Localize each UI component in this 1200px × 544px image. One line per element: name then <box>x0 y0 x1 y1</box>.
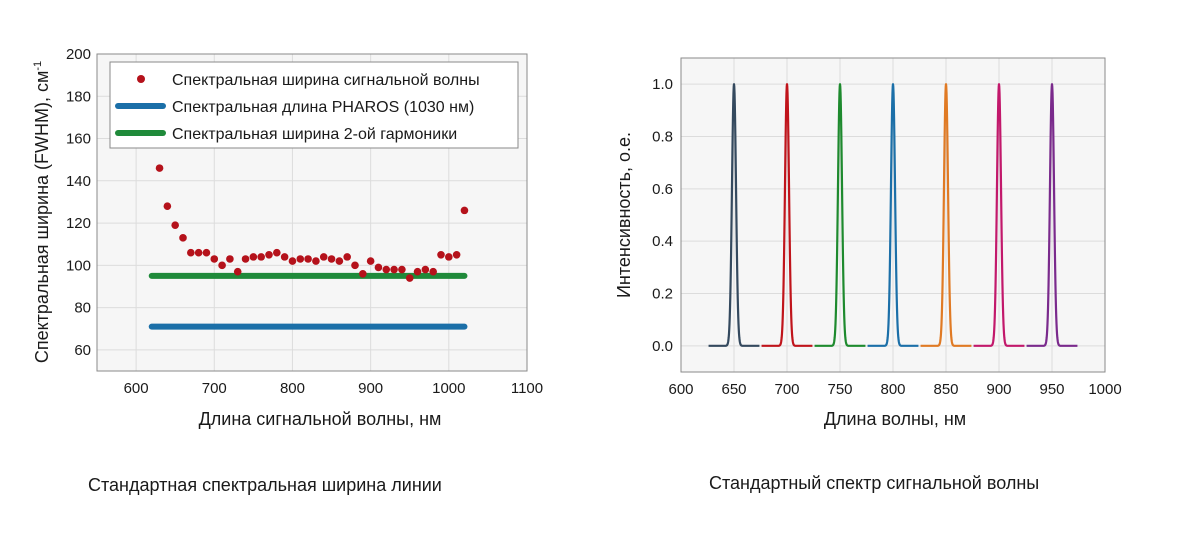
spectrum-line-950 <box>1025 83 1079 347</box>
data-point <box>374 263 383 272</box>
data-point <box>382 265 391 274</box>
y-tick-label: 0.6 <box>652 181 673 198</box>
spectrum-line-700 <box>760 83 814 347</box>
data-point <box>405 274 414 282</box>
x-tick-label: 700 <box>774 381 799 398</box>
data-point <box>187 248 195 257</box>
data-point <box>296 255 305 263</box>
spectrum-line-850 <box>919 83 973 347</box>
data-point <box>155 164 164 172</box>
y-tick-label: 0.0 <box>652 338 673 355</box>
y-tick-label: 140 <box>66 173 91 190</box>
legend-marker-signal <box>137 75 145 83</box>
data-point <box>233 267 242 276</box>
data-point <box>312 257 320 265</box>
y-tick-label: 1.0 <box>652 76 673 93</box>
grid <box>680 58 1106 372</box>
x-tick-label: 700 <box>202 380 227 397</box>
y-tick-label: 120 <box>66 215 91 232</box>
y-axis-title: Интенсивность, о.е. <box>614 132 634 298</box>
data-point <box>445 253 453 261</box>
x-tick-label: 600 <box>124 380 149 397</box>
data-point <box>437 250 445 259</box>
legend: Спектральная ширина сигнальной волны Спе… <box>109 61 519 149</box>
spectrum-line-750 <box>813 83 867 347</box>
data-point <box>452 250 461 259</box>
caption-spectrum: Стандартный спектр сигнальной волны <box>709 473 1040 493</box>
data-point <box>257 253 265 261</box>
y-tick-label: 0.4 <box>652 233 673 250</box>
tick-labels: 600 650 700 750 800 850 900 950 1000 0.0 0.2 0.4 0.6… <box>652 76 1122 398</box>
data-point <box>265 250 273 259</box>
x-axis-title: Длина сигнальной волны, нм <box>199 409 442 429</box>
y-axis-title: Спектральная ширина (FWHM), см-1 <box>32 61 52 363</box>
data-point <box>304 255 312 263</box>
data-point <box>460 206 469 215</box>
data-point <box>327 255 336 263</box>
data-layer <box>148 164 469 330</box>
data-point <box>226 255 234 263</box>
y-tick-label: 80 <box>74 300 91 317</box>
data-point <box>171 221 179 229</box>
x-tick-label: 600 <box>668 381 693 398</box>
caption-linewidth: Стандартная спектральная ширина линии <box>88 475 442 495</box>
data-point <box>398 265 406 274</box>
x-tick-label: 900 <box>986 381 1011 398</box>
x-tick-label: 750 <box>827 381 852 398</box>
data-point <box>163 202 172 210</box>
legend-label-signal: Спектральная ширина сигнальной волны <box>172 72 480 89</box>
y-tick-label: 0.8 <box>652 129 673 146</box>
data-point <box>335 257 344 265</box>
data-point <box>241 255 250 263</box>
plot-background <box>681 58 1105 372</box>
data-point <box>210 255 219 263</box>
spectrum-line-650 <box>707 83 761 347</box>
legend-box <box>109 61 519 149</box>
x-tick-label: 1100 <box>511 380 543 397</box>
spectrum-line-900 <box>972 83 1026 347</box>
spectrum-line-800 <box>866 83 920 347</box>
x-tick-label: 800 <box>880 381 905 398</box>
y-tick-label: 0.2 <box>652 286 673 303</box>
linewidth-chart: 600 700 800 900 1000 1100 60 80 100 120 140 160 180 2… <box>32 46 543 429</box>
x-tick-label: 800 <box>280 380 305 397</box>
x-axis-title: Длина волны, нм <box>824 409 966 429</box>
data-point <box>202 248 211 257</box>
data-point <box>359 269 367 278</box>
data-point <box>194 248 203 257</box>
y-tick-label: 160 <box>66 131 91 148</box>
data-point <box>218 261 226 270</box>
x-tick-label: 1000 <box>432 380 465 397</box>
legend-label-harmonic: Спектральная ширина 2-ой гармоники <box>172 126 457 143</box>
legend-label-pharos: Спектральная длина PHAROS (1030 нм) <box>172 99 474 116</box>
x-tick-label: 950 <box>1039 381 1064 398</box>
data-point <box>351 261 359 270</box>
data-point <box>319 253 328 261</box>
data-point <box>179 234 187 242</box>
x-tick-label: 650 <box>721 381 746 398</box>
data-point <box>288 257 297 265</box>
y-tick-label: 60 <box>74 342 91 359</box>
y-tick-label: 180 <box>66 88 91 105</box>
data-point <box>421 265 430 274</box>
x-tick-label: 850 <box>933 381 958 398</box>
plot-area <box>96 53 528 372</box>
data-point <box>390 265 398 274</box>
x-tick-label: 900 <box>358 380 383 397</box>
data-point <box>249 253 258 261</box>
y-tick-label: 100 <box>66 257 91 274</box>
plot-area <box>680 57 1106 373</box>
data-layer <box>707 83 1079 347</box>
data-point <box>429 267 437 276</box>
x-tick-label: 1000 <box>1088 381 1121 398</box>
data-point <box>343 253 351 261</box>
tick-labels: 600 700 800 900 1000 1100 60 80 100 120 140 160 180 2… <box>66 46 543 397</box>
data-point <box>413 267 422 276</box>
data-point <box>280 253 289 261</box>
y-tick-label: 200 <box>66 46 91 63</box>
data-point <box>273 248 281 257</box>
data-point <box>366 257 375 265</box>
